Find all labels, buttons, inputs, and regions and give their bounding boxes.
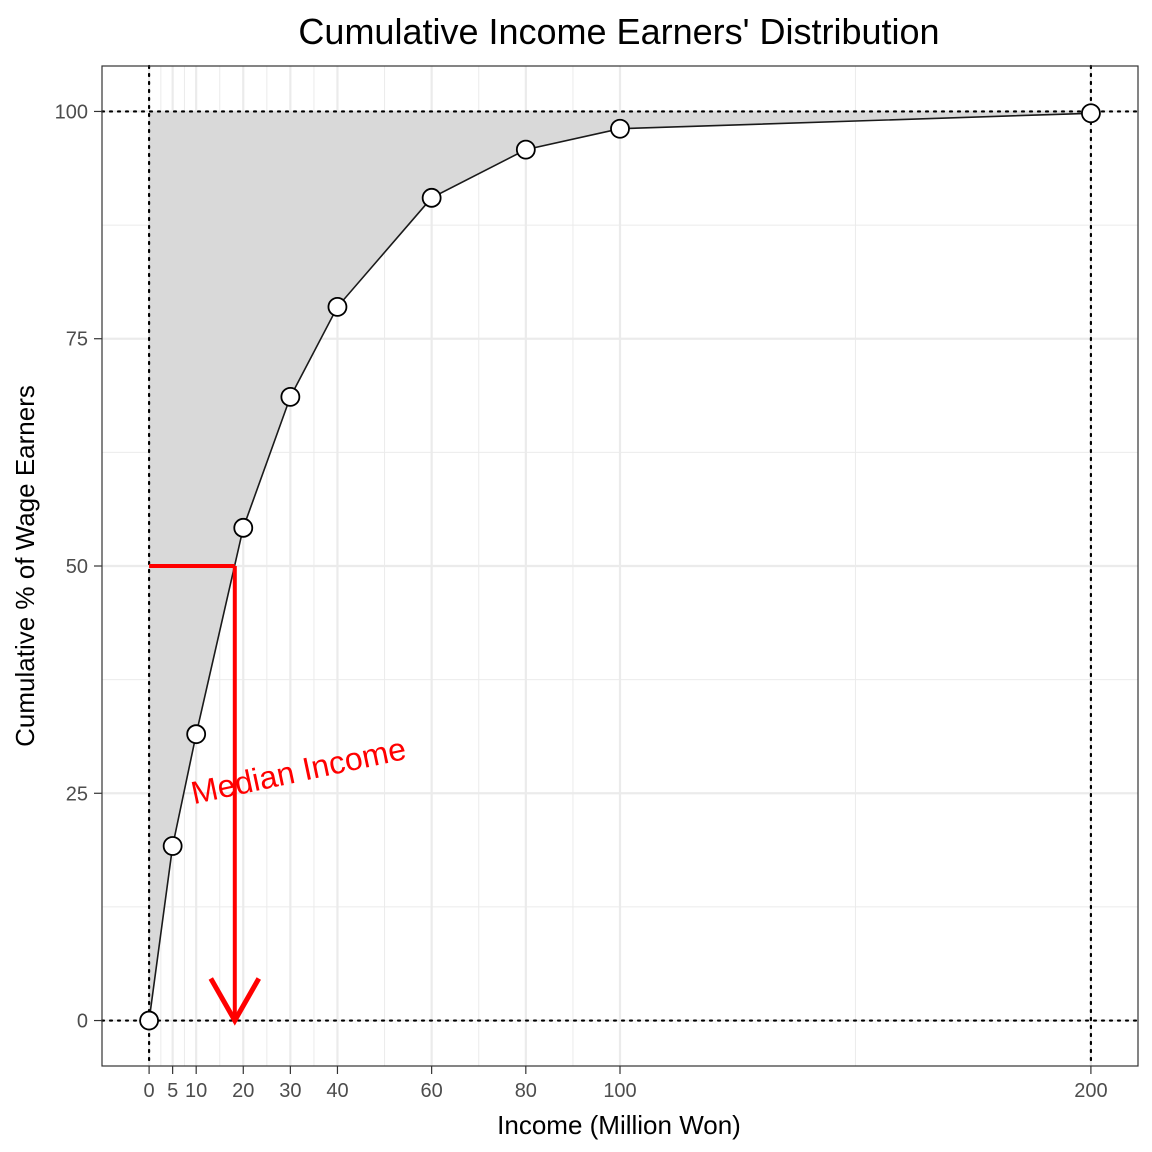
data-point — [233, 517, 254, 538]
x-tick-label: 80 — [515, 1080, 537, 1102]
data-point — [327, 297, 348, 317]
x-tick-label: 60 — [421, 1080, 443, 1102]
x-tick-label: 30 — [279, 1080, 301, 1102]
x-axis-label: Income (Million Won) — [497, 1110, 741, 1140]
data-point — [421, 187, 442, 208]
data-point — [610, 118, 630, 139]
data-point — [515, 139, 536, 160]
x-tick-label: 10 — [185, 1080, 207, 1102]
x-tick-label: 20 — [232, 1080, 254, 1102]
x-tick-label: 40 — [326, 1080, 348, 1102]
x-tick-label: 0 — [144, 1080, 155, 1102]
x-tick-label: 5 — [167, 1080, 178, 1102]
data-point — [162, 836, 183, 856]
y-tick-label: 75 — [66, 329, 88, 351]
y-tick-label: 25 — [66, 783, 88, 805]
data-point — [186, 724, 207, 745]
chart-title: Cumulative Income Earners' Distribution — [298, 11, 939, 52]
data-point — [139, 1010, 159, 1031]
data-point — [280, 387, 301, 407]
y-tick-label: 0 — [77, 1011, 88, 1033]
reference-lines — [100, 64, 1140, 1068]
y-tick-label: 50 — [66, 556, 88, 578]
median-arrow-head — [208, 977, 261, 1026]
x-tick-label: 200 — [1074, 1080, 1107, 1102]
x-axis-ticks: 0 5 10 20 30 40 60 80 100 200 — [144, 1066, 1108, 1102]
y-tick-label: 100 — [55, 101, 88, 123]
y-axis-ticks: 0 25 50 75 100 — [55, 101, 102, 1033]
x-tick-label: 100 — [603, 1080, 636, 1102]
data-point — [1081, 103, 1101, 124]
cumulative-area — [149, 111, 1091, 1021]
cumulative-line — [148, 112, 1091, 1021]
data-points — [139, 103, 1101, 1031]
y-axis-label: Cumulative % of Wage Earners — [10, 385, 40, 747]
